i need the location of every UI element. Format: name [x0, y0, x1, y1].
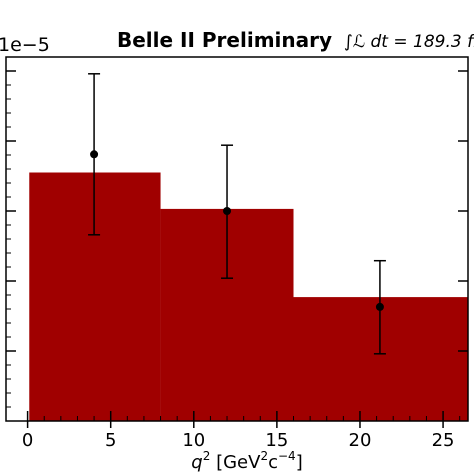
- point-marker-1: [90, 150, 99, 159]
- luminosity-label: ∫ℒ dt = 189.3 fb: [344, 32, 474, 52]
- data-point-1: [88, 73, 101, 236]
- bar-1: [29, 172, 161, 421]
- y-ticks: [6, 70, 468, 408]
- x-tick-label-10: 10: [182, 430, 205, 451]
- x-tick-label-0: 0: [22, 430, 33, 451]
- offset-label: 1e−5: [0, 34, 50, 56]
- x-ticks: 0 5 10 15 20 25: [22, 411, 461, 451]
- point-marker-2: [223, 207, 232, 215]
- x-tick-label-15: 15: [265, 430, 288, 451]
- x-axis-label-base: q: [191, 452, 202, 473]
- bar-3: [293, 297, 468, 421]
- point-marker-3: [375, 302, 384, 311]
- histogram-bars: [29, 172, 468, 421]
- x-axis-label-unit-exp2: −4: [278, 449, 296, 463]
- x-axis-label: q2 [GeV2c−4]: [191, 449, 302, 473]
- chart-title: Belle II Preliminary: [117, 28, 332, 52]
- x-axis-label-unit-mid: c: [268, 452, 278, 473]
- x-tick-label-25: 25: [432, 430, 455, 451]
- x-tick-label-5: 5: [105, 430, 116, 451]
- data-points: [88, 73, 386, 355]
- x-tick-label-20: 20: [349, 430, 372, 451]
- x-axis-label-unit-open: [GeV: [210, 452, 261, 473]
- x-axis-label-unit-exp1: 2: [260, 449, 268, 463]
- data-point-2: [221, 144, 234, 279]
- x-axis-label-exp: 2: [203, 449, 211, 463]
- x-axis-label-unit-close: ]: [296, 452, 303, 473]
- data-point-3: [373, 259, 386, 355]
